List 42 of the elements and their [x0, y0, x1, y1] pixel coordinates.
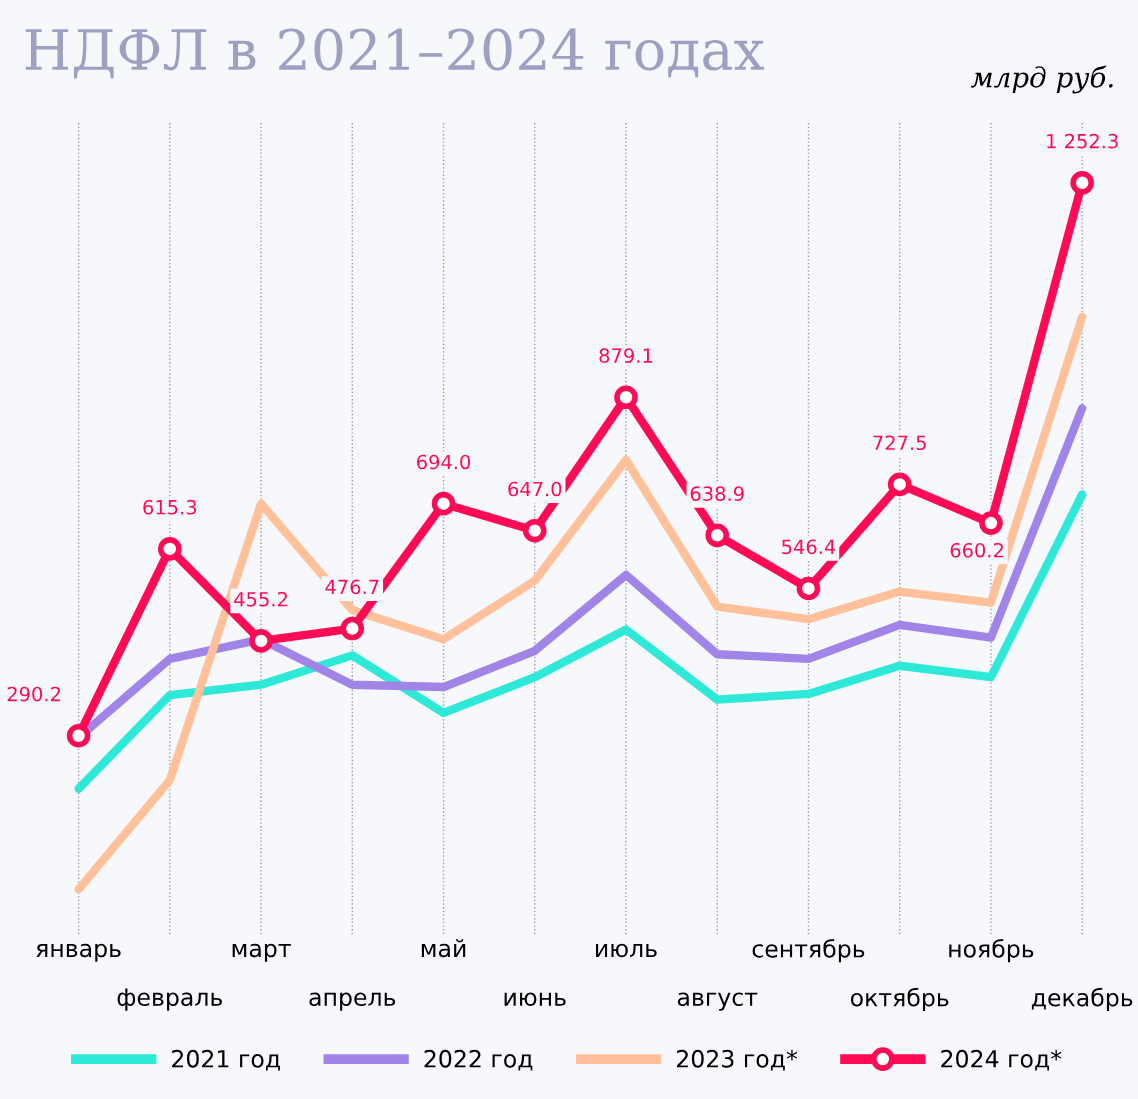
data-label: 455.2 [234, 591, 287, 607]
x-tick-label: май [421, 939, 466, 958]
point [522, 518, 547, 543]
point [887, 472, 912, 497]
point [979, 511, 1003, 535]
x-tick-label: ноябрь [949, 939, 1034, 963]
data-label: 694.0 [417, 454, 471, 470]
x-tick-label: сентябрь [752, 939, 865, 963]
text: млрд руб. [970, 65, 1113, 94]
point [614, 385, 638, 410]
data-label: 660.2 [950, 542, 1003, 558]
point [158, 537, 182, 561]
data-label: 476.7 [325, 579, 379, 595]
x-tick-label: март [232, 943, 291, 962]
point [340, 616, 365, 641]
legend-label: 2024 год* [941, 1049, 1062, 1071]
x-tick-label: апрель [309, 992, 396, 1011]
x-tick-label: декабрь [1031, 987, 1133, 1012]
data-label: 879.1 [599, 348, 653, 363]
legend-label: 2021 год [172, 1049, 280, 1071]
x-tick-label: февраль [117, 988, 222, 1011]
point [705, 523, 730, 548]
legend-label: 2023 год* [676, 1049, 798, 1071]
data-label: 647.0 [508, 481, 562, 497]
point [1070, 170, 1094, 195]
data-label: 290.2 [7, 686, 60, 702]
x-tick-label: июль [596, 943, 657, 958]
x-tick-label: июнь [504, 992, 566, 1007]
chart-title: НДФЛ в 2021–2024 годах [25, 28, 765, 79]
point [249, 629, 273, 653]
x-tick-label: октябрь [850, 987, 949, 1012]
point [796, 576, 821, 601]
data-label: 638.9 [690, 486, 744, 502]
data-label: 615.3 [143, 499, 197, 515]
x-tick-label: август [677, 992, 758, 1011]
data-label: 546.4 [782, 539, 836, 555]
x-tick-label: январь [36, 943, 121, 962]
point [431, 491, 456, 516]
point [66, 723, 91, 748]
legend-label: 2022 год [424, 1049, 533, 1071]
data-label: 727.5 [873, 435, 926, 451]
data-label: 1 252.3 [1047, 133, 1118, 149]
